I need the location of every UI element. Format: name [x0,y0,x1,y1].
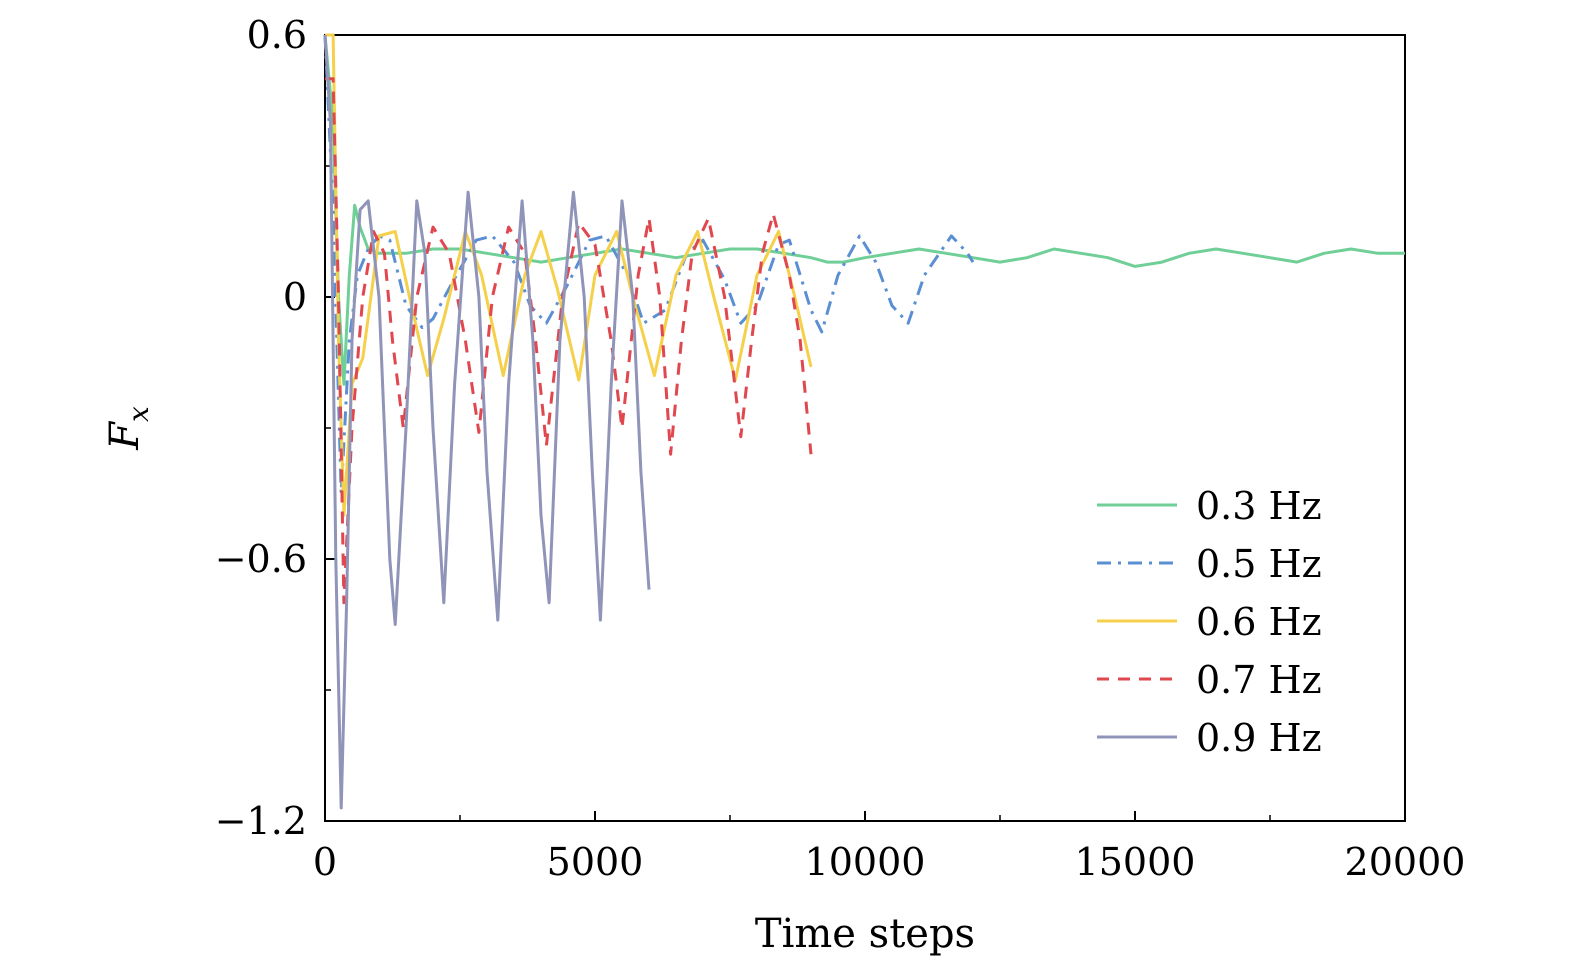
series-line-0 [323,34,1405,386]
y-axis-label: Fx [102,406,155,451]
y-tick-label: 0 [283,275,307,319]
x-tick-label: 0 [313,840,337,884]
legend-label: 0.7 Hz [1196,658,1322,702]
series-layer [323,33,1405,810]
y-tick-label: −1.2 [215,799,307,843]
series-line-2 [325,33,813,517]
y-tick-label: 0.6 [247,13,307,57]
series-line-4 [323,34,651,810]
legend-label: 0.5 Hz [1196,542,1322,586]
series-line-1 [323,34,975,495]
legend-label: 0.3 Hz [1196,484,1322,528]
svg-text:Fx: Fx [102,406,155,451]
x-tick-label: 20000 [1345,840,1466,884]
x-axis-label: Time steps [755,911,975,957]
x-tick-label: 15000 [1075,840,1196,884]
series-line-3 [325,77,813,605]
plot-frame [324,34,1406,822]
axis-ticks: 0 5000 10000 15000 20000 0.6 0 −0.6 −1.2 [215,13,1466,884]
y-axis-label-main: F [102,421,148,451]
legend: 0.3 Hz 0.5 Hz 0.6 Hz 0.7 Hz 0.9 Hz [1097,484,1322,760]
y-tick-label: −0.6 [215,537,307,581]
y-axis-label-sub: x [122,406,155,422]
x-tick-label: 5000 [547,840,644,884]
x-tick-label: 10000 [805,840,926,884]
legend-label: 0.9 Hz [1196,716,1322,760]
legend-label: 0.6 Hz [1196,600,1322,644]
